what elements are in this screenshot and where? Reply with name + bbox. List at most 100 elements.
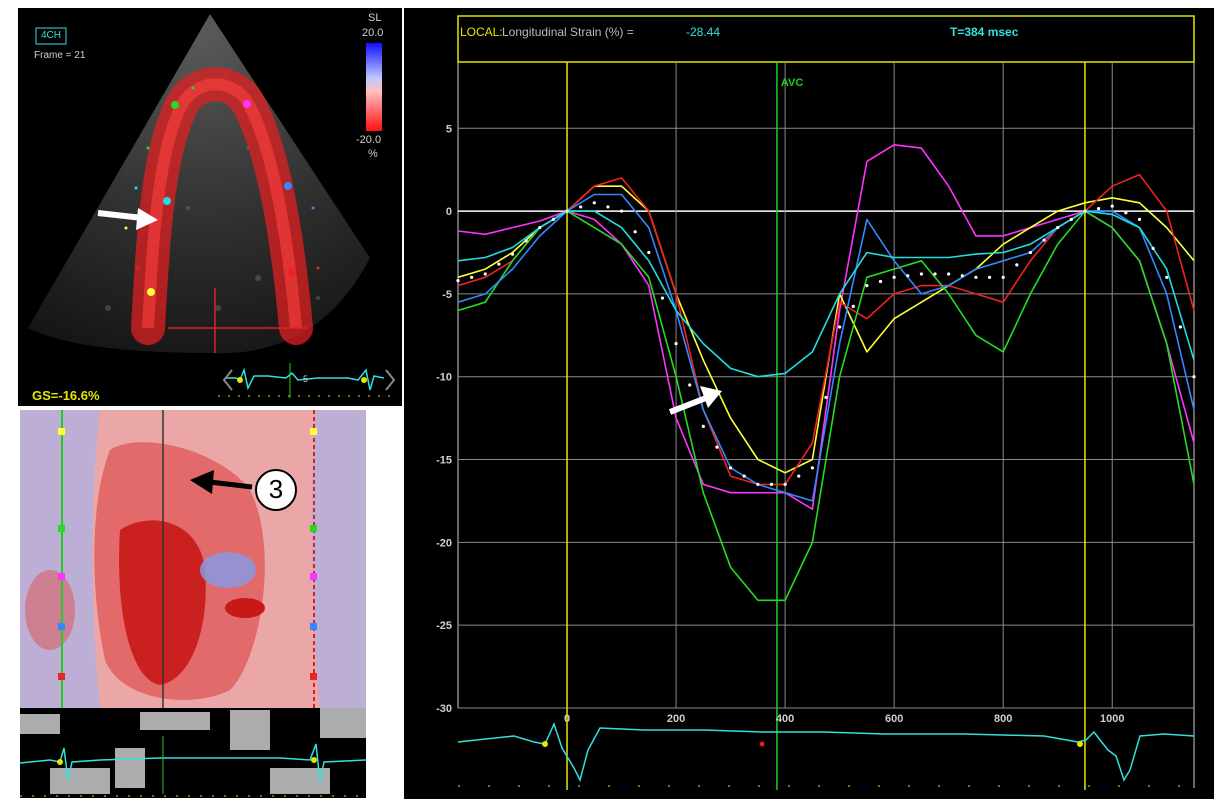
y-tick-label: -5	[442, 289, 452, 301]
average-point	[987, 275, 992, 279]
average-point	[783, 482, 787, 486]
average-point	[715, 445, 719, 449]
header-label: Longitudinal Strain (%) =	[502, 25, 634, 39]
ecg-beat-number: 5	[303, 374, 309, 384]
average-point	[592, 201, 596, 205]
average-point	[769, 482, 774, 486]
average-point	[742, 474, 746, 478]
average-point	[851, 304, 855, 308]
crosshair-marker	[168, 288, 308, 353]
mmode-map	[20, 410, 366, 708]
x-tick-label: 800	[994, 713, 1012, 725]
average-point	[483, 272, 487, 276]
x-tick-label: 0	[564, 713, 570, 725]
callout-arrow-icon	[190, 470, 253, 494]
average-point	[865, 284, 869, 288]
event-marker-label: AVC	[781, 77, 803, 89]
average-point	[797, 474, 801, 478]
average-point	[1178, 325, 1182, 329]
average-point	[579, 205, 583, 209]
chart-ecg-trace	[457, 721, 1195, 783]
callout-number: 3	[268, 474, 284, 504]
average-point	[892, 275, 896, 279]
header-time: T=384 msec	[950, 25, 1019, 39]
average-point	[906, 274, 910, 278]
y-tick-label: 5	[446, 123, 452, 135]
header-value: -28.44	[686, 25, 721, 39]
y-tick-label: -30	[436, 703, 452, 715]
average-point	[824, 395, 828, 400]
average-point	[674, 341, 678, 346]
average-point	[1124, 211, 1128, 215]
color-scale-bar	[366, 43, 382, 131]
average-point	[606, 205, 610, 209]
scale-max: 20.0	[362, 27, 384, 39]
average-point	[1042, 238, 1046, 242]
average-point	[565, 209, 569, 213]
series-line-2	[457, 173, 1195, 486]
average-point	[619, 209, 624, 213]
mmode-panel: 3	[20, 410, 366, 708]
average-point	[524, 239, 528, 243]
average-point	[647, 250, 651, 255]
callout-circle	[255, 469, 297, 511]
x-tick-label: 200	[667, 713, 685, 725]
series-line-1	[457, 185, 1195, 474]
series-line-3	[457, 210, 1195, 602]
average-point	[470, 275, 474, 279]
average-point	[1083, 209, 1087, 213]
tracking-points	[124, 86, 320, 296]
mini-ecg-trace	[218, 363, 396, 398]
strain-chart: AVC 5 0 -5 -10 -15 -20 -25 -30 0 200 400 600 800 1000	[436, 15, 1196, 790]
y-tick-label: -15	[436, 455, 452, 467]
average-point	[660, 296, 665, 300]
average-point	[1151, 246, 1155, 250]
y-tick-label: -20	[436, 537, 452, 549]
header-prefix: LOCAL:	[460, 25, 503, 39]
average-point	[1001, 275, 1005, 279]
strip-ecg-trace	[20, 743, 366, 783]
average-point	[1110, 204, 1114, 208]
average-point	[756, 482, 760, 486]
average-point	[974, 275, 978, 279]
average-point	[633, 230, 637, 234]
average-point	[538, 226, 542, 230]
average-point	[728, 466, 733, 470]
annotation-arrow-icon	[97, 208, 158, 230]
series-line-0	[457, 144, 1195, 510]
average-point	[456, 279, 460, 283]
average-point	[810, 466, 814, 470]
average-point	[1137, 217, 1142, 221]
average-point	[1015, 263, 1019, 267]
annotation-arrow-icon	[668, 386, 722, 415]
average-point	[510, 252, 515, 256]
echo-panel: 4CH Frame = 21 SL 20.0 -20.0 % GS=-16.6%…	[18, 8, 402, 406]
average-point	[947, 272, 951, 276]
strain-chart-panel: AVC 5 0 -5 -10 -15 -20 -25 -30 0 200 400 600 800 1000…	[404, 8, 1214, 799]
echo-image	[28, 14, 396, 398]
y-tick-label: -10	[436, 372, 452, 384]
average-point	[1056, 226, 1060, 230]
average-point	[960, 274, 964, 278]
average-point	[701, 424, 705, 429]
average-point	[688, 383, 692, 387]
average-point	[1028, 250, 1033, 255]
average-point	[1096, 206, 1101, 211]
scale-unit: %	[368, 148, 378, 160]
scale-min: -20.0	[356, 134, 382, 146]
average-point	[497, 262, 501, 266]
x-tick-label: 400	[776, 713, 794, 725]
average-point	[1165, 275, 1169, 279]
x-tick-label: 600	[885, 713, 903, 725]
y-tick-label: 0	[446, 206, 452, 218]
y-tick-label: -25	[436, 620, 452, 632]
ultrasound-sector	[28, 14, 370, 354]
frame-label: Frame = 21	[34, 50, 86, 61]
view-label: 4CH	[40, 30, 61, 41]
x-tick-label: 1000	[1100, 713, 1124, 725]
average-point	[838, 325, 842, 329]
global-strain-label: GS=-16.6%	[32, 388, 100, 403]
average-point	[551, 217, 556, 221]
mmode-ecg-strip	[20, 708, 366, 798]
average-point	[878, 279, 883, 284]
